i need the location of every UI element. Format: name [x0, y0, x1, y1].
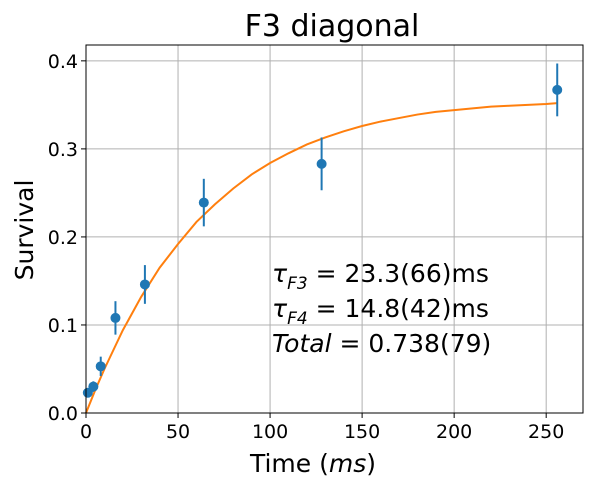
x-tick-label: 0	[80, 421, 92, 443]
fit-curve	[85, 102, 558, 414]
plot-frame	[85, 44, 584, 414]
x-axis-label: Time (ms)	[249, 449, 376, 478]
x-axis-label-text: Time	[249, 449, 319, 478]
y-axis-label: Survival	[10, 180, 39, 281]
data-point	[139, 279, 150, 290]
data-series	[82, 63, 563, 414]
data-point	[316, 158, 327, 169]
data-point	[88, 381, 99, 392]
x-tick-label: 100	[252, 421, 288, 443]
annotation-symbol: τ	[272, 294, 288, 323]
annotation-value: = 23.3(66)ms	[308, 259, 489, 288]
data-point	[95, 361, 106, 372]
annotation-value: = 14.8(42)ms	[308, 294, 489, 323]
x-tick-label: 150	[344, 421, 380, 443]
x-tick-label: 250	[528, 421, 564, 443]
annotation-subscript: F3	[287, 274, 308, 294]
y-tick-label: 0.2	[48, 227, 78, 249]
fit-annotation: τF3 = 23.3(66)ms	[272, 259, 489, 294]
y-tick-label: 0.4	[48, 51, 78, 73]
annotation-symbol: Total	[272, 329, 332, 358]
y-tick-label: 0.0	[48, 403, 78, 425]
x-axis-label-unit: ms	[329, 449, 366, 478]
y-tick-label: 0.3	[48, 139, 78, 161]
data-point	[110, 312, 121, 323]
chart-title: F3 diagonal	[245, 9, 420, 44]
x-tick-label: 200	[436, 421, 472, 443]
data-point	[552, 84, 563, 95]
x-tick-label: 50	[166, 421, 190, 443]
fit-annotation: τF4 = 14.8(42)ms	[272, 294, 489, 329]
annotation-subscript: F4	[287, 309, 308, 329]
annotation-value: = 0.738(79)	[332, 329, 492, 358]
fit-annotation: Total = 0.738(79)	[272, 329, 491, 358]
data-point	[198, 197, 209, 208]
y-tick-label: 0.1	[48, 315, 78, 337]
x-axis-label-paren-open: (	[319, 449, 329, 478]
x-axis-label-paren-close: )	[366, 449, 376, 478]
annotation-symbol: τ	[272, 259, 288, 288]
axis-ticks: 0 50 100 150 200 250 0.0 0.1 0.2 0.3 0.4	[48, 51, 565, 443]
